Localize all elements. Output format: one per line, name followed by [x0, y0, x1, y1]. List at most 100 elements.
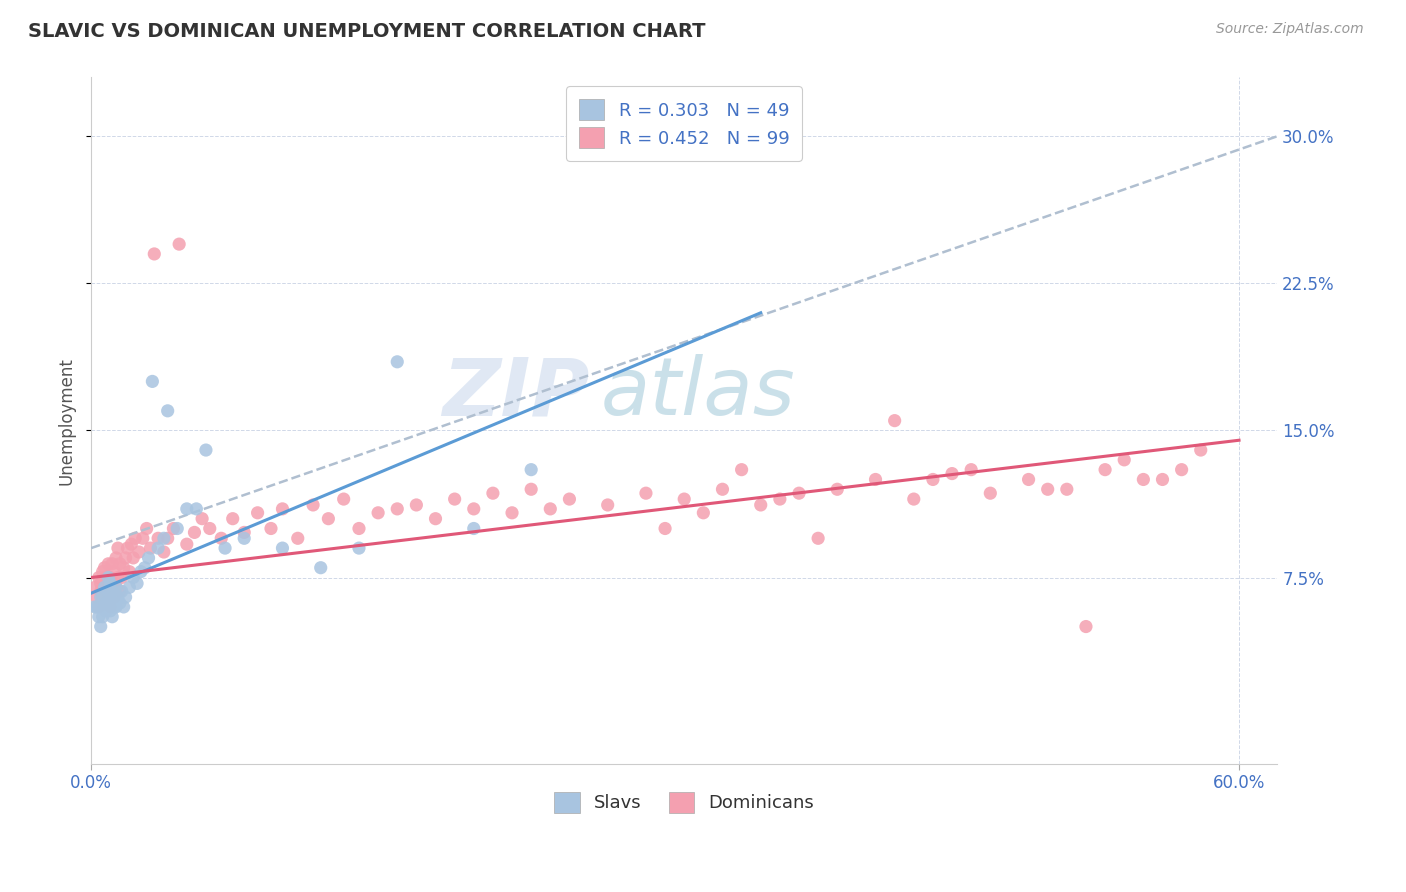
Point — [1056, 483, 1078, 497]
Point — [1170, 463, 1192, 477]
Point — [903, 492, 925, 507]
Point — [302, 498, 325, 512]
Point — [730, 463, 752, 477]
Point — [114, 550, 136, 565]
Point — [90, 584, 112, 599]
Point — [596, 498, 619, 512]
Point — [96, 590, 118, 604]
Point — [769, 492, 792, 507]
Point — [538, 501, 561, 516]
Point — [143, 247, 166, 261]
Point — [108, 596, 131, 610]
Point — [825, 483, 848, 497]
Point — [139, 541, 162, 555]
Point — [1094, 463, 1116, 477]
Point — [186, 501, 208, 516]
Legend: Slavs, Dominicans: Slavs, Dominicans — [544, 780, 825, 823]
Point — [135, 521, 157, 535]
Point — [156, 404, 179, 418]
Point — [122, 550, 145, 565]
Point — [960, 463, 983, 477]
Point — [194, 443, 217, 458]
Point — [318, 511, 340, 525]
Point — [97, 557, 120, 571]
Point — [166, 521, 188, 535]
Point — [125, 576, 148, 591]
Point — [387, 355, 409, 369]
Point — [107, 570, 129, 584]
Point — [692, 506, 714, 520]
Point — [141, 375, 163, 389]
Point — [209, 531, 232, 545]
Point — [105, 580, 128, 594]
Point — [271, 501, 294, 516]
Point — [463, 521, 485, 535]
Point — [111, 584, 134, 599]
Point — [103, 590, 125, 604]
Point — [634, 486, 657, 500]
Point — [167, 237, 190, 252]
Point — [482, 486, 505, 500]
Point — [558, 492, 581, 507]
Point — [1018, 473, 1040, 487]
Point — [112, 560, 135, 574]
Point — [107, 590, 129, 604]
Point — [87, 570, 110, 584]
Point — [332, 492, 354, 507]
Point — [98, 604, 121, 618]
Point — [93, 580, 115, 594]
Point — [101, 557, 124, 571]
Point — [233, 525, 256, 540]
Point — [191, 511, 214, 525]
Point — [103, 590, 125, 604]
Point — [117, 541, 139, 555]
Point — [153, 545, 176, 559]
Point — [105, 599, 128, 614]
Point — [96, 570, 118, 584]
Point — [463, 501, 485, 516]
Text: atlas: atlas — [602, 354, 796, 433]
Point — [138, 550, 160, 565]
Point — [90, 576, 112, 591]
Point — [87, 609, 110, 624]
Text: Source: ZipAtlas.com: Source: ZipAtlas.com — [1216, 22, 1364, 37]
Point — [156, 531, 179, 545]
Point — [86, 590, 108, 604]
Point — [146, 541, 169, 555]
Point — [97, 584, 120, 599]
Point — [129, 565, 152, 579]
Point — [146, 531, 169, 545]
Point — [124, 531, 146, 545]
Point — [93, 599, 115, 614]
Point — [122, 570, 145, 584]
Point — [347, 521, 370, 535]
Point — [105, 580, 128, 594]
Point — [98, 570, 121, 584]
Point — [96, 596, 118, 610]
Point — [865, 473, 887, 487]
Point — [271, 541, 294, 555]
Point — [673, 492, 696, 507]
Point — [787, 486, 810, 500]
Point — [118, 580, 141, 594]
Point — [91, 590, 114, 604]
Point — [90, 619, 112, 633]
Point — [214, 541, 236, 555]
Point — [1036, 483, 1059, 497]
Point — [520, 483, 543, 497]
Point — [883, 414, 905, 428]
Point — [246, 506, 269, 520]
Text: SLAVIC VS DOMINICAN UNEMPLOYMENT CORRELATION CHART: SLAVIC VS DOMINICAN UNEMPLOYMENT CORRELA… — [28, 22, 706, 41]
Point — [287, 531, 309, 545]
Point — [103, 599, 125, 614]
Point — [807, 531, 830, 545]
Point — [97, 584, 120, 599]
Point — [501, 506, 523, 520]
Point — [941, 467, 963, 481]
Point — [114, 590, 136, 604]
Point — [425, 511, 447, 525]
Point — [134, 560, 156, 574]
Point — [101, 584, 124, 599]
Point — [387, 501, 409, 516]
Point — [922, 473, 945, 487]
